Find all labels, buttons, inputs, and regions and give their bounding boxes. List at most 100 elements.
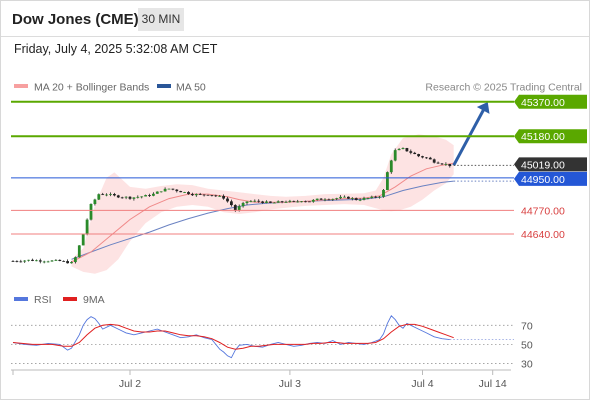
candle-body	[46, 261, 50, 263]
candle-body	[249, 201, 253, 203]
candle-body	[27, 259, 30, 261]
candle-body	[323, 199, 327, 201]
instrument-title: Dow Jones (CME)	[12, 11, 139, 28]
candle-body	[428, 157, 432, 160]
candle-body	[292, 200, 296, 202]
candle-body	[448, 163, 452, 167]
candle-body	[198, 194, 202, 195]
candle-body	[265, 201, 268, 203]
x-tick-label: Jul 14	[479, 378, 507, 390]
candle-body	[93, 199, 97, 204]
price-layer	[11, 101, 490, 274]
level-label: 45019.00	[521, 159, 565, 171]
candle-body	[155, 191, 159, 194]
candle-body	[89, 203, 93, 220]
candle-body	[401, 148, 405, 149]
candle-body	[124, 196, 128, 198]
legend-ma20-bollinger: MA 20 + Bollinger Bands	[34, 82, 149, 94]
timestamp: Friday, July 4, 2025 5:32:08 AM CET	[14, 42, 218, 56]
candle-body	[23, 260, 27, 262]
candle-body	[241, 203, 245, 207]
candle-body	[140, 196, 144, 198]
candle-body	[269, 201, 272, 203]
candle-body	[226, 198, 229, 202]
legend-rsi-ma: 9MA	[83, 294, 105, 306]
candle-body	[38, 260, 42, 262]
candle-body	[335, 198, 339, 200]
candle-body	[50, 260, 54, 262]
level-label: 44640.00	[521, 229, 565, 241]
x-tick-label: Jul 3	[279, 378, 301, 390]
candle-body	[245, 201, 249, 204]
rsi-panel: 70 50 30	[11, 315, 533, 370]
candle-body	[171, 188, 175, 190]
candle-body	[15, 261, 19, 262]
candle-body	[389, 160, 393, 173]
interval-button[interactable]: 30 MIN	[138, 8, 184, 31]
candle-body	[54, 259, 58, 261]
candle-body	[187, 192, 190, 195]
candle-body	[144, 195, 147, 197]
candle-body	[179, 191, 183, 193]
candle-body	[77, 245, 81, 258]
candle-body	[440, 163, 444, 165]
candle-body	[214, 195, 218, 197]
legend-ma50: MA 50	[176, 82, 206, 94]
rsi-ma-line	[12, 323, 454, 350]
candle-body	[358, 199, 362, 201]
candle-body	[315, 198, 319, 200]
candle-body	[233, 205, 237, 211]
candle-body	[272, 202, 276, 204]
candle-body	[413, 152, 417, 155]
level-label: 45370.00	[521, 97, 565, 109]
level-tag	[514, 129, 587, 144]
level-tag	[514, 94, 587, 109]
rsi-tick-label: 30	[521, 358, 533, 370]
candle-body	[81, 234, 85, 246]
candle-body	[66, 261, 69, 264]
rsi-tick-label: 70	[521, 320, 533, 332]
candle-body	[405, 148, 409, 152]
candle-body	[136, 196, 140, 198]
level-tag	[514, 157, 587, 172]
candle-body	[280, 201, 284, 203]
level-tag	[514, 171, 587, 186]
candle-body	[300, 201, 303, 203]
rsi-tick-label: 50	[521, 339, 533, 351]
candle-body	[339, 196, 342, 199]
candle-body	[74, 257, 77, 263]
candle-body	[417, 154, 420, 157]
legend-swatch-rsi-ma	[63, 297, 77, 301]
candle-body	[257, 200, 261, 202]
candle-body	[85, 219, 89, 235]
level-label: 44770.00	[521, 205, 565, 217]
candle-body	[116, 195, 120, 198]
candle-body	[120, 197, 124, 199]
candle-body	[347, 196, 350, 199]
header-bar: Dow Jones (CME) 30 MIN	[1, 1, 589, 37]
candle-body	[237, 206, 241, 211]
candle-body	[97, 194, 101, 200]
candle-body	[327, 199, 331, 201]
candle-body	[436, 162, 440, 164]
candle-body	[148, 195, 151, 196]
candle-body	[152, 193, 155, 196]
candle-body	[331, 198, 335, 200]
level-label: 45180.00	[521, 131, 565, 143]
candle-body	[350, 198, 354, 199]
candle-body	[222, 195, 225, 199]
candle-body	[113, 194, 116, 196]
x-tick-label: Jul 4	[411, 378, 433, 390]
candle-body	[109, 194, 112, 195]
candle-body	[288, 200, 292, 202]
legend-swatch-ma50	[157, 84, 171, 88]
candle-body	[230, 201, 233, 206]
level-label: 44950.00	[521, 174, 565, 186]
rsi-line	[12, 315, 450, 359]
candle-body	[31, 259, 34, 261]
candle-body	[308, 201, 311, 203]
candle-body	[444, 163, 448, 165]
candle-body	[58, 259, 62, 261]
